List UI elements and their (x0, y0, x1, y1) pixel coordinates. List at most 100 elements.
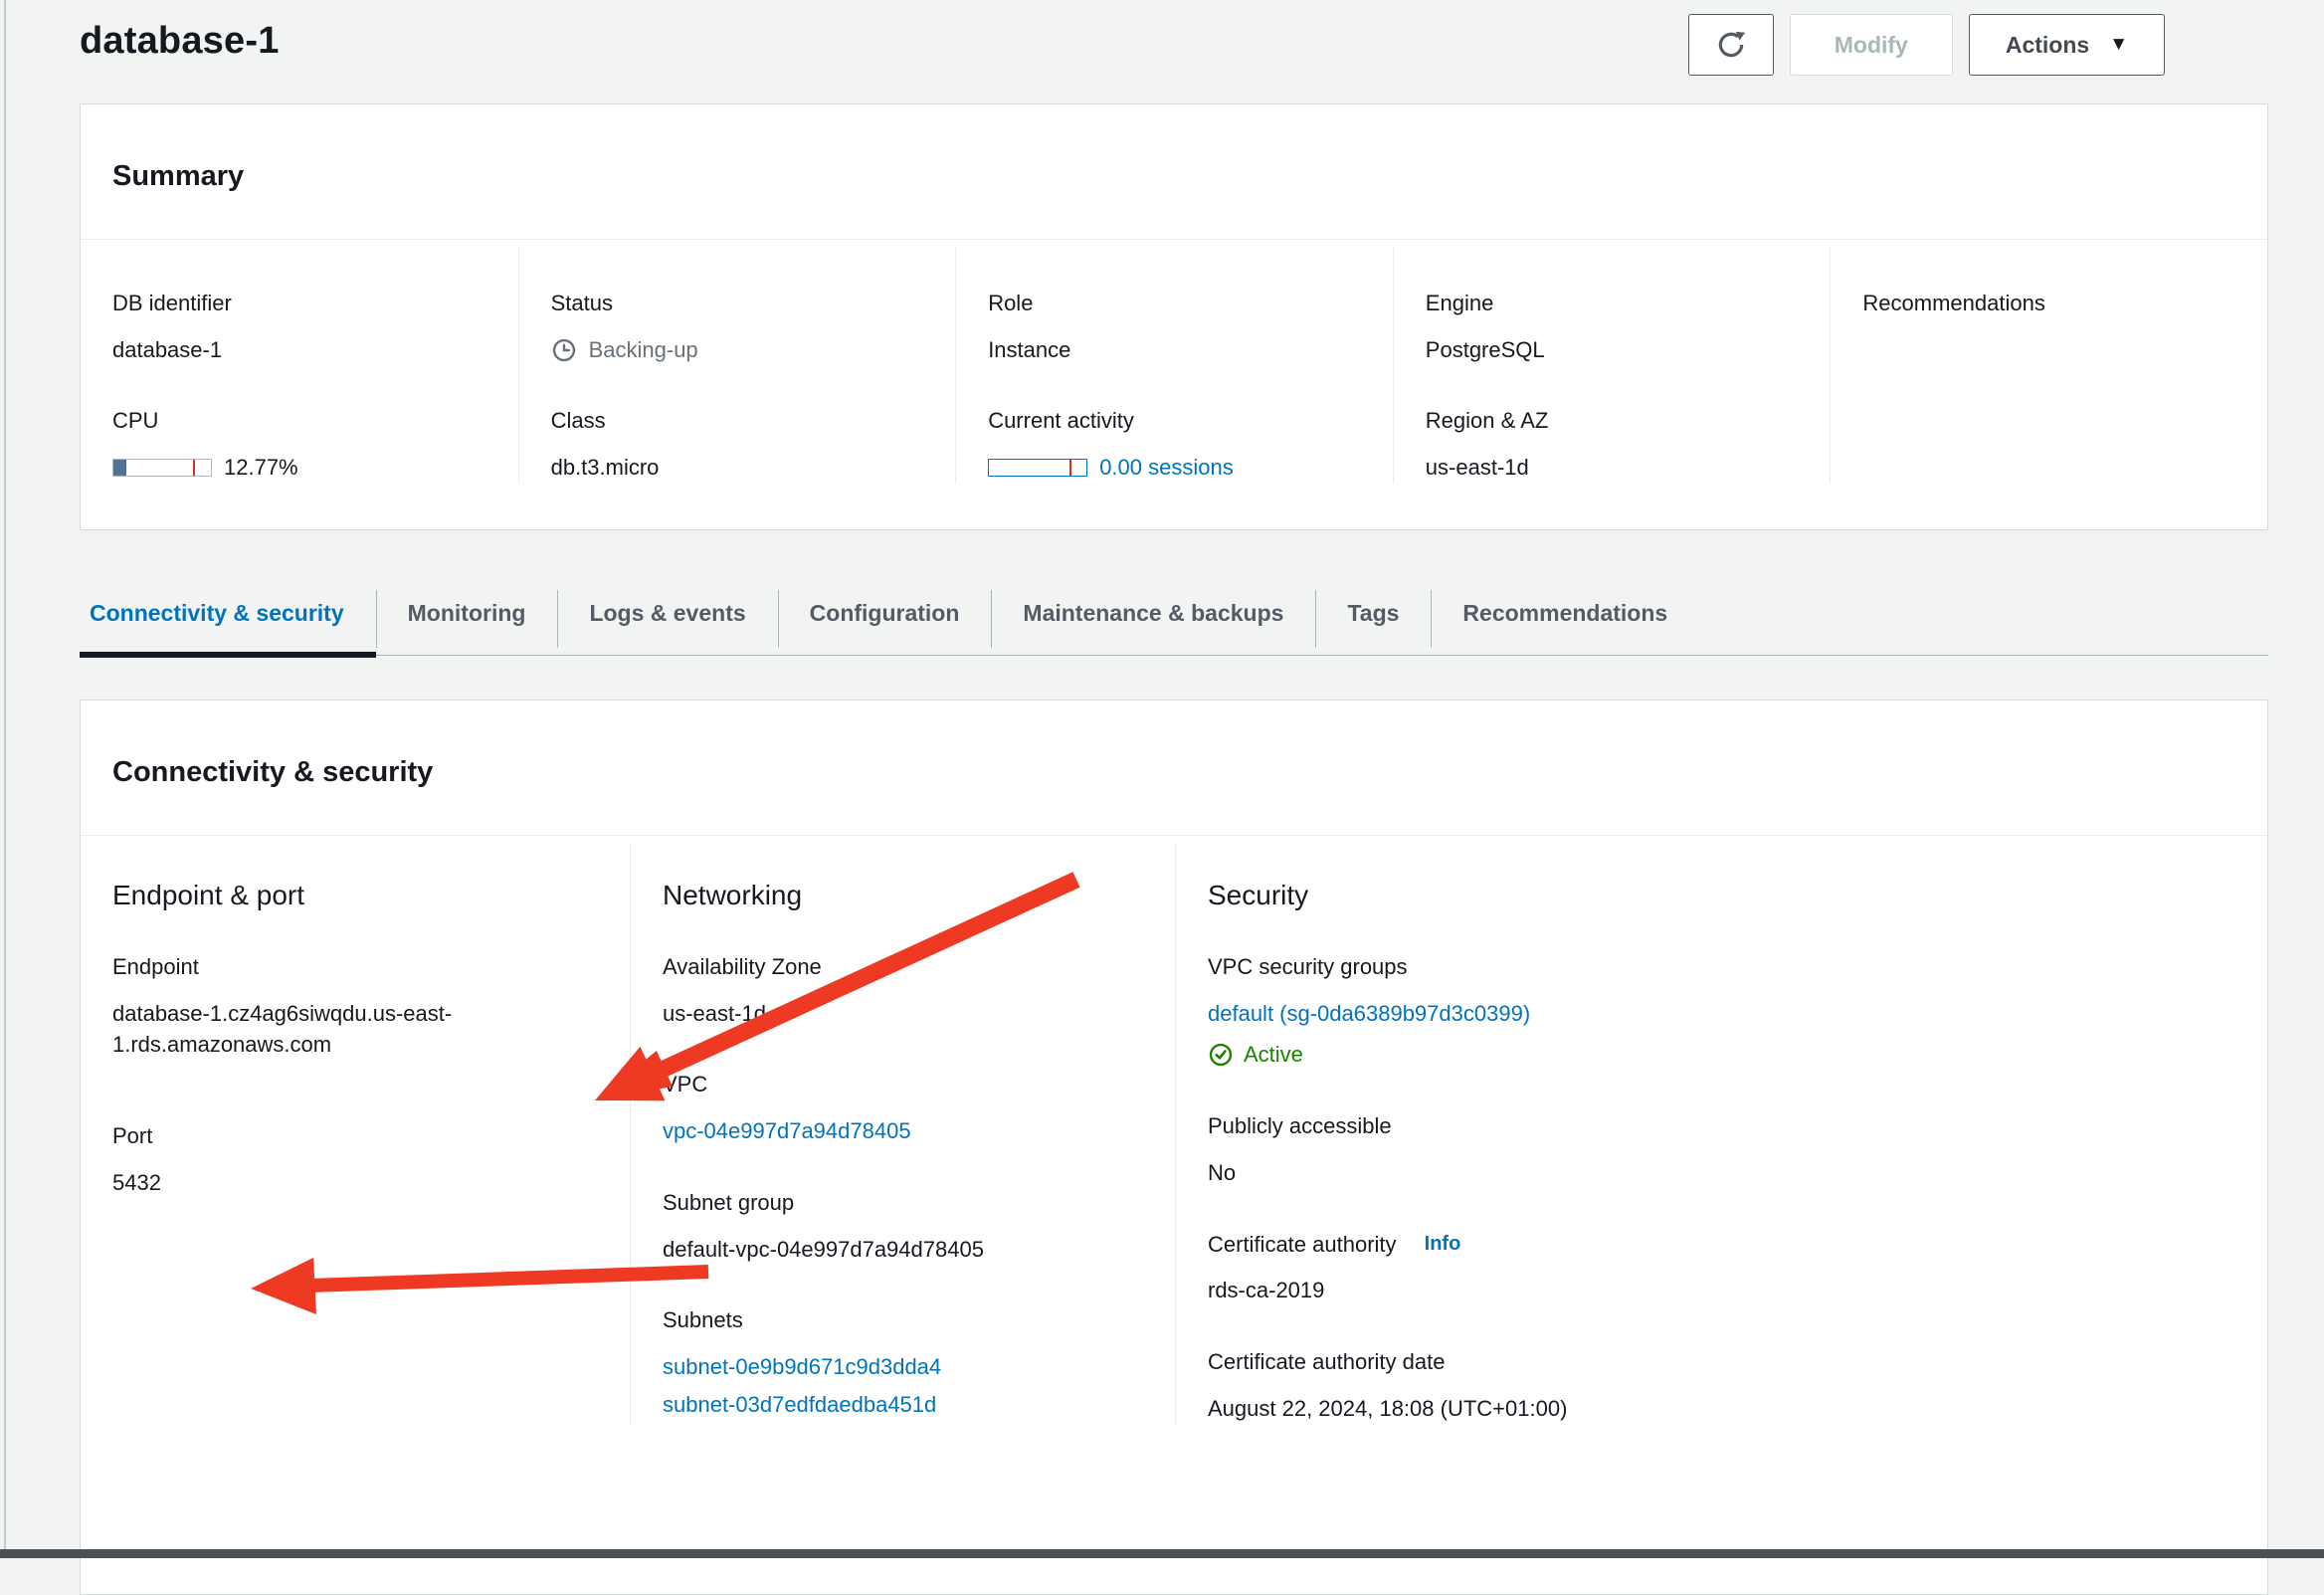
role-value: Instance (988, 336, 1071, 362)
db-identifier-field: DB identifier database-1 (112, 290, 486, 365)
tab-label: Maintenance & backups (1023, 599, 1284, 626)
port-field: Port 5432 (112, 1122, 598, 1198)
sessions-threshold-tick (1068, 460, 1071, 477)
current-activity-field: Current activity 0.00 sessions (988, 407, 1361, 483)
tab-logs-events[interactable]: Logs & events (557, 588, 777, 655)
security-group-status: Active (1244, 1042, 1303, 1068)
certificate-authority-date-label: Certificate authority date (1208, 1349, 1446, 1375)
summary-col-recommendations: Recommendations (1830, 248, 2267, 484)
sessions-value-link[interactable]: 0.00 sessions (1099, 455, 1234, 481)
publicly-accessible-label: Publicly accessible (1208, 1113, 1392, 1139)
tab-label: Logs & events (589, 599, 746, 626)
summary-col-role: Role Instance Current activity 0.00 sess… (955, 248, 1393, 484)
status-label: Status (550, 291, 613, 315)
subnets-label: Subnets (663, 1307, 743, 1333)
info-link[interactable]: Info (1424, 1232, 1461, 1255)
check-circle-icon (1209, 1044, 1233, 1067)
status-value: Backing-up (588, 336, 698, 362)
availability-zone-value: us-east-1d (663, 1000, 766, 1026)
tab-configuration[interactable]: Configuration (777, 588, 992, 655)
tab-label: Tags (1347, 599, 1400, 626)
port-label: Port (112, 1123, 153, 1149)
refresh-icon (1718, 31, 1745, 58)
tab-label: Recommendations (1462, 599, 1668, 626)
summary-col-status: Status Backing-up Class db.t3.micro (517, 248, 956, 484)
summary-panel-header: Summary (81, 104, 2267, 240)
vpc-label: VPC (663, 1072, 708, 1097)
engine-label: Engine (1425, 291, 1494, 315)
tab-monitoring[interactable]: Monitoring (375, 588, 558, 655)
availability-zone-field: Availability Zone us-east-1d (663, 953, 1143, 1029)
subnet-link[interactable]: subnet-03d7edfdaedba451d (663, 1391, 937, 1417)
certificate-authority-label: Certificate authority Info (1208, 1231, 2235, 1260)
networking-heading: Networking (663, 879, 803, 910)
class-value: db.t3.micro (550, 455, 660, 481)
summary-body: DB identifier database-1 CPU 12.77% (81, 240, 2267, 529)
subnet-group-label: Subnet group (663, 1189, 795, 1215)
subnets-field: Subnets subnet-0e9b9d671c9d3dda4 subnet-… (663, 1306, 1143, 1420)
endpoint-port-heading: Endpoint & port (112, 879, 305, 910)
header-actions: Modify Actions ▼ (1687, 14, 2165, 76)
role-label: Role (988, 291, 1034, 315)
tab-tags[interactable]: Tags (1315, 588, 1431, 655)
clock-pending-icon (552, 338, 575, 361)
cpu-field: CPU 12.77% (112, 407, 486, 483)
tab-label: Monitoring (407, 599, 526, 626)
status-field: Status Backing-up (551, 290, 924, 365)
tab-connectivity-security[interactable]: Connectivity & security (80, 588, 376, 658)
summary-title: Summary (112, 160, 245, 192)
cpu-meter-fill (113, 460, 126, 477)
rds-instance-detail-page: database-1 Modify Actions ▼ Summary DB i… (80, 0, 2268, 1595)
publicly-accessible-value: No (1208, 1159, 1237, 1185)
connectivity-title: Connectivity & security (112, 755, 434, 788)
summary-panel: Summary DB identifier database-1 CPU 12.… (80, 103, 2268, 530)
security-group-link[interactable]: default (sg-0da6389b97d3c0399) (1208, 1000, 1531, 1026)
summary-col-identifier: DB identifier database-1 CPU 12.77% (81, 248, 518, 484)
current-activity-label: Current activity (988, 408, 1134, 434)
subnet-group-field: Subnet group default-vpc-04e997d7a94d784… (663, 1189, 1143, 1265)
certificate-authority-value: rds-ca-2019 (1208, 1278, 1325, 1303)
page-title: database-1 (80, 20, 280, 62)
subnet-link[interactable]: subnet-0e9b9d671c9d3dda4 (663, 1354, 942, 1380)
tab-label: Configuration (809, 599, 960, 626)
sessions-meter (988, 459, 1088, 478)
region-az-field: Region & AZ us-east-1d (1426, 407, 1799, 483)
recommendations-label: Recommendations (1862, 291, 2045, 315)
engine-field: Engine PostgreSQL (1426, 290, 1799, 365)
caret-down-icon: ▼ (2109, 34, 2128, 55)
window-left-edge (4, 0, 6, 1558)
certificate-authority-field: Certificate authority Info rds-ca-2019 (1208, 1231, 2235, 1306)
connectivity-panel-header: Connectivity & security (81, 700, 2267, 836)
cpu-threshold-tick (193, 460, 196, 477)
region-az-label: Region & AZ (1425, 408, 1549, 434)
actions-button[interactable]: Actions ▼ (1968, 14, 2165, 76)
window-bottom-edge (0, 1549, 2324, 1558)
certificate-authority-label-text: Certificate authority (1208, 1231, 1397, 1257)
certificate-authority-date-field: Certificate authority date August 22, 20… (1208, 1348, 2235, 1424)
tab-label: Connectivity & security (90, 599, 344, 626)
tab-maintenance-backups[interactable]: Maintenance & backups (991, 588, 1315, 655)
endpoint-field: Endpoint database-1.cz4ag6siwqdu.us-east… (112, 953, 598, 1061)
publicly-accessible-field: Publicly accessible No (1208, 1112, 2235, 1188)
recommendations-field: Recommendations (1862, 290, 2235, 318)
region-az-value: us-east-1d (1425, 455, 1529, 481)
vpc-security-groups-label: VPC security groups (1208, 953, 1408, 979)
networking-column: Networking Availability Zone us-east-1d … (630, 843, 1175, 1425)
connectivity-panel: Connectivity & security Endpoint & port … (80, 698, 2268, 1595)
subnet-group-value: default-vpc-04e997d7a94d78405 (663, 1236, 984, 1262)
tab-recommendations[interactable]: Recommendations (1431, 588, 1699, 655)
refresh-button[interactable] (1687, 14, 1774, 76)
role-field: Role Instance (988, 290, 1361, 365)
page-header: database-1 Modify Actions ▼ (80, 14, 2268, 76)
cpu-meter (112, 459, 212, 478)
endpoint-value: database-1.cz4ag6siwqdu.us-east-1.rds.am… (112, 1000, 453, 1058)
availability-zone-label: Availability Zone (663, 953, 822, 979)
summary-col-engine: Engine PostgreSQL Region & AZ us-east-1d (1392, 248, 1831, 484)
vpc-field: VPC vpc-04e997d7a94d78405 (663, 1071, 1143, 1146)
detail-tabs: Connectivity & security Monitoring Logs … (80, 588, 2268, 658)
vpc-link[interactable]: vpc-04e997d7a94d78405 (663, 1118, 911, 1144)
engine-value: PostgreSQL (1425, 336, 1545, 362)
endpoint-label: Endpoint (112, 953, 199, 979)
cpu-label: CPU (112, 408, 159, 434)
modify-button[interactable]: Modify (1789, 14, 1953, 76)
